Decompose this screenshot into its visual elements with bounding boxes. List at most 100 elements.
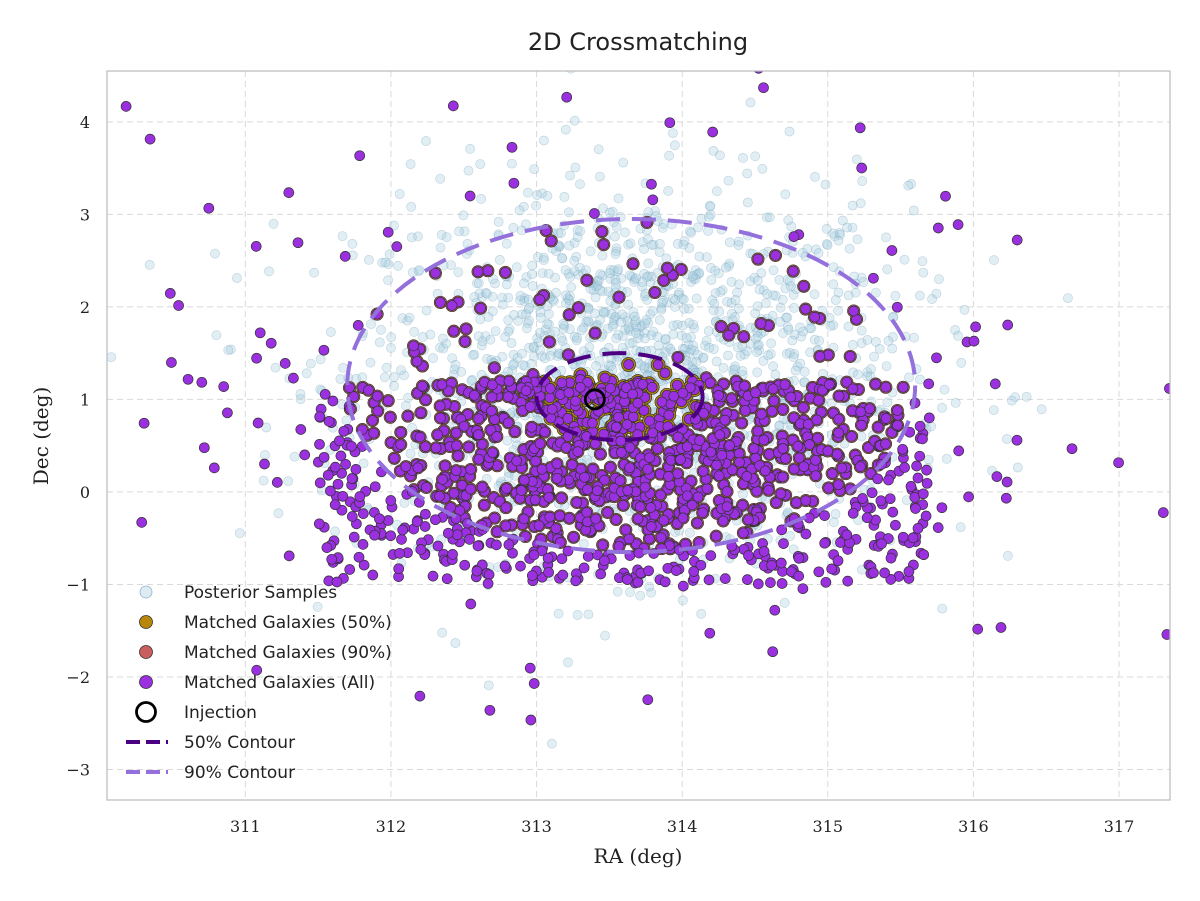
legend-item: 90% Contour [126, 763, 295, 783]
posterior-sample-point [684, 243, 695, 253]
posterior-sample-point [535, 327, 545, 338]
posterior-sample-point [438, 343, 449, 354]
posterior-sample-point [668, 293, 678, 304]
matched-galaxy-point [331, 576, 343, 588]
matched-galaxy-point [524, 401, 536, 412]
posterior-sample-point [515, 295, 526, 306]
matched-galaxy-point [811, 414, 823, 426]
posterior-sample-point [404, 312, 415, 323]
posterior-sample-point [473, 278, 484, 289]
matched-galaxy-point [776, 578, 788, 589]
posterior-sample-point [692, 349, 703, 360]
posterior-sample-point [722, 296, 732, 307]
matched-galaxy-point [544, 392, 556, 404]
posterior-sample-point [656, 302, 667, 313]
matched-galaxy-point [833, 479, 844, 491]
matched-galaxy-point [734, 456, 745, 468]
posterior-sample-point [856, 431, 867, 442]
matched-galaxy-point [283, 187, 295, 198]
posterior-sample-point [734, 279, 744, 290]
posterior-sample-point [1002, 434, 1012, 444]
posterior-sample-point [363, 254, 374, 265]
posterior-sample-point [809, 289, 820, 300]
matched-galaxy-point [478, 499, 490, 511]
posterior-sample-point [616, 273, 627, 284]
matched-galaxy-point [344, 564, 356, 575]
posterior-sample-point [473, 331, 484, 342]
matched-galaxy-point [777, 404, 789, 415]
matched-galaxy-point [486, 405, 497, 417]
matched-galaxy-point [655, 489, 666, 501]
posterior-sample-point [643, 317, 653, 328]
matched-galaxy-point [393, 563, 405, 575]
posterior-sample-point [708, 145, 719, 156]
matched-galaxy-point [701, 483, 713, 494]
matched-galaxy-point [638, 405, 650, 416]
posterior-sample-point [225, 344, 236, 355]
matched-galaxy-point [788, 463, 800, 475]
matched-galaxy-point [883, 474, 894, 486]
posterior-sample-point [639, 291, 650, 301]
posterior-sample-point [688, 273, 699, 284]
posterior-sample-point [545, 350, 556, 361]
posterior-sample-point [490, 326, 501, 336]
posterior-sample-point [309, 267, 319, 278]
matched-galaxy-point [856, 162, 868, 174]
posterior-sample-point [764, 212, 775, 223]
posterior-sample-point [480, 287, 491, 298]
matched-galaxy-point [864, 403, 876, 415]
matched-galaxy-point [557, 569, 569, 581]
posterior-sample-point [728, 365, 739, 375]
posterior-sample-point [856, 272, 867, 283]
posterior-sample-point [828, 320, 839, 331]
matched-galaxy-point [662, 262, 673, 274]
posterior-sample-point [686, 344, 696, 355]
matched-galaxy-point [1000, 492, 1012, 504]
posterior-sample-point [782, 274, 793, 285]
posterior-sample-point [833, 305, 843, 316]
matched-galaxy-point [970, 321, 981, 333]
posterior-sample-point [617, 331, 628, 341]
posterior-sample-point [752, 331, 763, 342]
matched-galaxy-point [136, 517, 148, 528]
matched-galaxy-point [534, 294, 546, 305]
matched-galaxy-point [348, 531, 360, 543]
matched-galaxy-point [677, 512, 689, 524]
posterior-sample-point [557, 253, 568, 263]
matched-galaxy-point [798, 461, 810, 473]
posterior-sample-point [862, 334, 873, 345]
posterior-sample-point [566, 282, 577, 293]
matched-galaxy-point [500, 520, 512, 532]
posterior-sample-point [406, 232, 417, 243]
posterior-sample-point [717, 285, 728, 296]
matched-galaxy-point [684, 382, 696, 394]
posterior-sample-point [413, 266, 424, 276]
posterior-sample-point [777, 294, 788, 305]
posterior-sample-point [477, 336, 488, 347]
matched-galaxy-point [450, 465, 462, 477]
matched-galaxy-point [346, 440, 357, 452]
posterior-sample-point [888, 332, 898, 342]
matched-galaxy-point [325, 485, 336, 497]
matched-galaxy-point [222, 407, 233, 419]
posterior-sample-point [467, 374, 478, 385]
matched-galaxy-point [385, 495, 397, 506]
matched-galaxy-point [621, 574, 633, 585]
posterior-sample-point [383, 275, 393, 286]
posterior-sample-point [518, 201, 529, 212]
matched-galaxy-point [254, 327, 266, 339]
posterior-sample-point [658, 218, 669, 229]
matched-galaxy-point [448, 487, 460, 499]
posterior-sample-point [519, 293, 530, 304]
posterior-sample-point [631, 327, 641, 338]
posterior-sample-point [643, 271, 654, 282]
posterior-sample-point [584, 342, 595, 353]
matched-galaxy-point [435, 297, 446, 308]
matched-galaxy-point [918, 549, 930, 561]
matched-galaxy-point [295, 424, 307, 435]
posterior-sample-point [435, 342, 445, 353]
matched-galaxy-point [487, 447, 498, 459]
posterior-sample-point [704, 342, 715, 353]
matched-galaxy-point [726, 393, 737, 405]
posterior-sample-point [550, 272, 560, 283]
